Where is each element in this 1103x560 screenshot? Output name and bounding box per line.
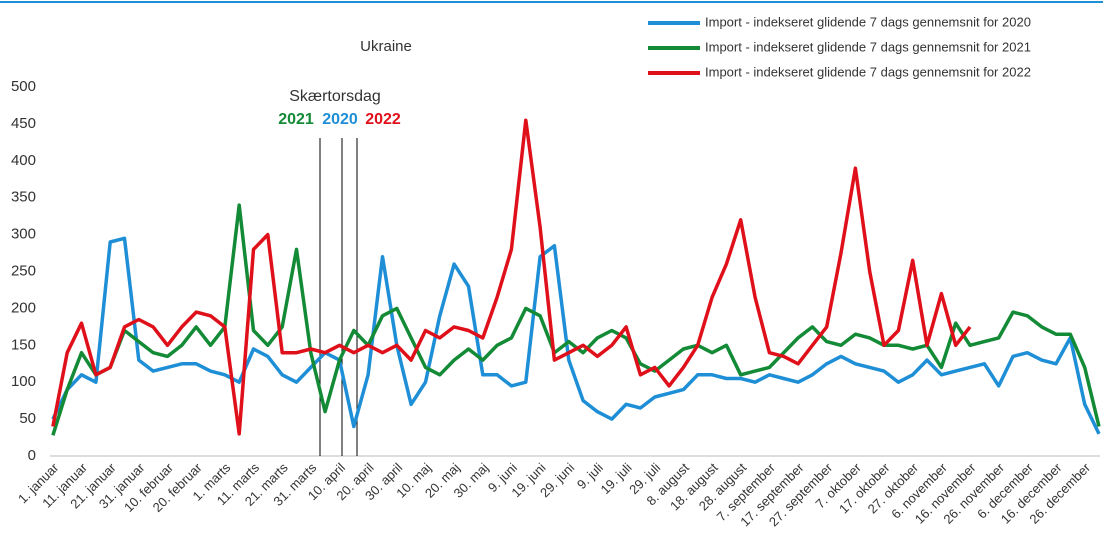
legend-label: Import - indekseret glidende 7 dags genn… <box>705 64 1031 79</box>
annotation: Skærtorsdag <box>289 88 381 105</box>
y-tick-label: 250 <box>11 262 36 279</box>
y-tick-label: 0 <box>28 447 36 464</box>
legend-label: Import - indekseret glidende 7 dags genn… <box>705 14 1031 29</box>
series-line <box>51 236 1101 435</box>
series-line <box>51 203 1101 436</box>
chart-title: Ukraine <box>360 38 412 55</box>
series-line <box>51 118 972 436</box>
annotation-year: 2021 <box>278 111 314 128</box>
annotation-year: 2020 <box>322 111 358 128</box>
annotation-year: 2022 <box>365 111 401 128</box>
y-tick-label: 350 <box>11 189 36 206</box>
y-tick-label: 50 <box>19 410 36 427</box>
y-tick-label: 200 <box>11 299 36 316</box>
y-tick-label: 450 <box>11 115 36 132</box>
y-tick-label: 100 <box>11 373 36 390</box>
legend-label: Import - indekseret glidende 7 dags genn… <box>705 39 1031 54</box>
y-tick-label: 300 <box>11 226 36 243</box>
y-tick-label: 400 <box>11 152 36 169</box>
y-tick-label: 150 <box>11 336 36 353</box>
y-tick-label: 500 <box>11 78 36 95</box>
x-tick-label: 19. juli <box>597 460 634 497</box>
